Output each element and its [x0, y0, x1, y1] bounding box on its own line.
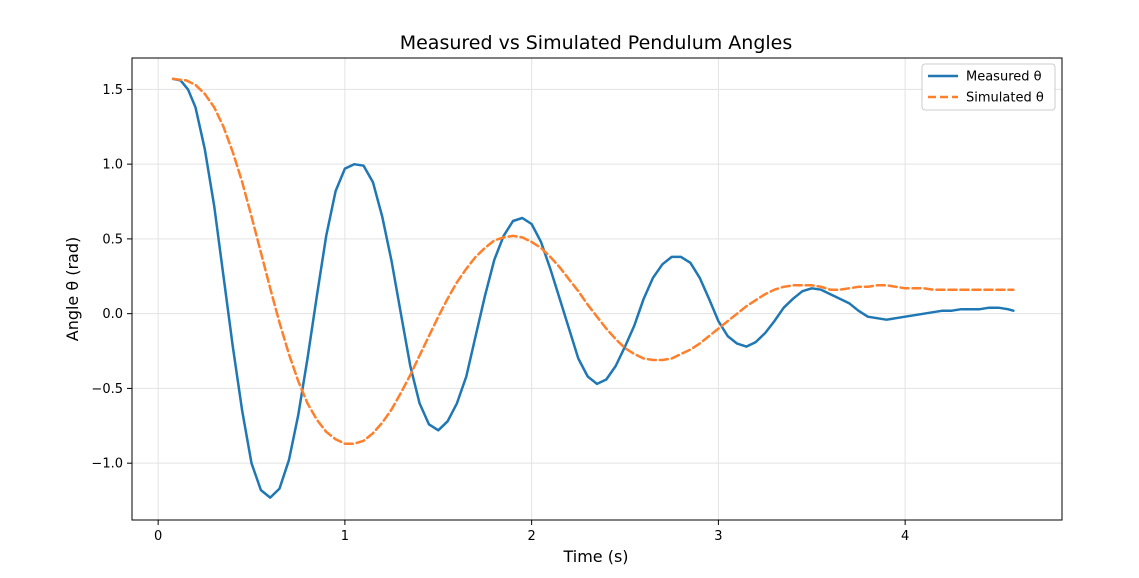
- legend-label-simulated: Simulated θ: [966, 91, 1044, 106]
- x-tick-label: 4: [901, 529, 909, 544]
- x-axis-title: Time (s): [562, 547, 628, 566]
- y-tick-label: −1.0: [91, 457, 123, 472]
- ticks: 0 1 2 3 4 −1.0 −0.5 0.0 0.5 1.0 1.5: [91, 83, 909, 544]
- x-tick-label: 2: [527, 529, 535, 544]
- series-line-measured: [171, 77, 1015, 499]
- y-tick-label: 0.5: [102, 232, 123, 247]
- y-tick-label: 1.0: [102, 158, 123, 173]
- y-axis-title: Angle θ (rad): [63, 237, 82, 342]
- grid: [132, 58, 1062, 520]
- x-tick-label: 0: [154, 529, 162, 544]
- y-tick-label: 0.0: [102, 307, 123, 322]
- x-tick-label: 3: [714, 529, 722, 544]
- legend-label-measured: Measured θ: [966, 70, 1042, 85]
- series-group: [171, 77, 1015, 499]
- series-line-simulated: [171, 77, 1015, 445]
- legend: Measured θ Simulated θ: [921, 63, 1056, 111]
- x-tick-label: 1: [341, 529, 349, 544]
- y-tick-label: −0.5: [91, 382, 123, 397]
- y-tick-label: 1.5: [102, 83, 123, 98]
- plot-frame: [131, 57, 1063, 521]
- chart-title: Measured vs Simulated Pendulum Angles: [400, 32, 793, 54]
